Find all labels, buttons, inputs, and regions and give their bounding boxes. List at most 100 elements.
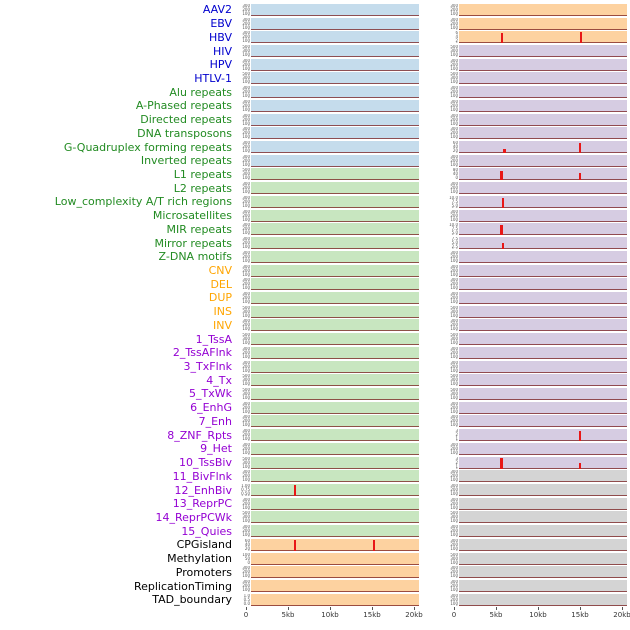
signal-baseline <box>251 42 419 44</box>
signal-baseline <box>251 110 419 112</box>
signal-baseline <box>251 152 419 154</box>
y-axis-tick-label: 300 <box>242 291 250 296</box>
track-panel <box>251 387 419 400</box>
y-axis-tick-label: 100 <box>242 449 250 455</box>
track-label: Low_complexity A/T rich regions <box>54 195 232 209</box>
signal-baseline <box>251 467 419 469</box>
y-axis-tick-label: 100 <box>450 394 458 400</box>
y-axis-tick-label: 200 <box>450 212 458 218</box>
y-axis-tick-label: 300 <box>450 346 458 351</box>
y-axis-ticks: 5003001000 <box>237 511 251 523</box>
track-label: Microsatellites <box>152 209 232 223</box>
y-axis-tick-label: 100 <box>242 408 250 414</box>
y-axis-tick-label: 300 <box>450 525 458 530</box>
track-row: 1_TssA 5003001000 5003001000 <box>0 332 630 346</box>
y-axis-tick-label: 300 <box>242 86 250 91</box>
track-row: Methylation1005005003001000 <box>0 552 630 566</box>
y-axis-tick-label: 0 <box>247 559 250 565</box>
track-label: 7_Enh <box>198 414 232 428</box>
signal-spike <box>293 539 297 551</box>
y-axis-tick-label: 100 <box>450 216 458 222</box>
signal-baseline <box>251 234 419 236</box>
track-label: 4_Tx <box>206 373 232 387</box>
track-panel <box>251 223 419 236</box>
track-label: 1_TssA <box>195 332 232 346</box>
track-panel <box>251 182 419 195</box>
y-axis-tick-label: 300 <box>242 127 250 132</box>
track-panel <box>251 484 419 497</box>
signal-spike <box>579 32 583 44</box>
y-axis-tick-label: 300 <box>450 484 458 489</box>
y-axis-tick-label: 100 <box>242 216 250 222</box>
track-label: Methylation <box>167 552 232 566</box>
signal-baseline <box>459 261 627 263</box>
signal-baseline <box>251 495 419 497</box>
y-axis-tick-label: 100 <box>242 38 250 44</box>
track-panel <box>251 99 419 112</box>
y-axis-tick-label: 100 <box>242 587 250 593</box>
track-label: L1 repeats <box>173 167 232 181</box>
y-axis-tick-label: 7.5 <box>451 198 458 204</box>
signal-baseline <box>459 275 627 277</box>
y-axis-tick-label: 300 <box>450 182 458 187</box>
track-panel <box>459 31 627 44</box>
track-label: AAV2 <box>202 3 232 17</box>
track-panel <box>459 497 627 510</box>
y-axis-tick-label: 100 <box>450 285 458 291</box>
signal-baseline <box>459 97 627 99</box>
track-panel <box>251 264 419 277</box>
y-axis-tick-label: 300 <box>242 264 250 269</box>
track-label: G-Quadruplex forming repeats <box>63 140 232 154</box>
signal-baseline <box>459 357 627 359</box>
y-axis-tick-label: 500 <box>450 387 458 392</box>
track-panel <box>251 278 419 291</box>
signal-baseline <box>251 591 419 593</box>
signal-baseline <box>251 577 419 579</box>
y-axis-tick-label: 100 <box>242 257 250 263</box>
signal-baseline <box>251 604 419 606</box>
y-axis-tick-label: 300 <box>242 171 250 177</box>
track-panel <box>459 456 627 469</box>
x-axis-tick-label: 20kb <box>613 610 630 619</box>
y-axis-ticks: 5003001000 <box>237 72 251 84</box>
y-axis-tick-label: 500 <box>242 333 250 338</box>
x-axis-tickmark <box>622 606 623 610</box>
y-axis-tick-label: 200 <box>242 418 250 424</box>
y-axis-tick-label: 60 <box>452 141 458 146</box>
track-panel <box>251 333 419 346</box>
signal-baseline <box>459 385 627 387</box>
y-axis-tick-label: 100 <box>242 106 250 112</box>
y-axis-tick-label: 200 <box>450 130 458 136</box>
track-panel <box>459 154 627 167</box>
y-axis-tick-label: 200 <box>242 569 250 575</box>
track-panel <box>459 3 627 16</box>
y-axis-ticks: 6040200 <box>445 141 459 153</box>
track-panel <box>459 291 627 304</box>
y-axis-tick-label: 100 <box>450 545 458 551</box>
signal-baseline <box>251 398 419 400</box>
track-label: 9_Het <box>200 442 232 456</box>
y-axis-tick-label: 300 <box>242 223 250 228</box>
track-label: 12_EnhBiv <box>174 483 232 497</box>
y-axis-ticks: 5003001000 <box>445 388 459 400</box>
y-axis-tick-label: 2.5 <box>451 244 458 250</box>
y-axis-tick-label: 200 <box>242 34 250 40</box>
y-axis-tick-label: 300 <box>450 3 458 8</box>
y-axis-tick-label: 50 <box>244 555 250 561</box>
y-axis-tick-label: 100 <box>450 120 458 126</box>
y-axis-tick-label: 100 <box>242 552 250 557</box>
y-axis-tick-label: 200 <box>242 583 250 589</box>
